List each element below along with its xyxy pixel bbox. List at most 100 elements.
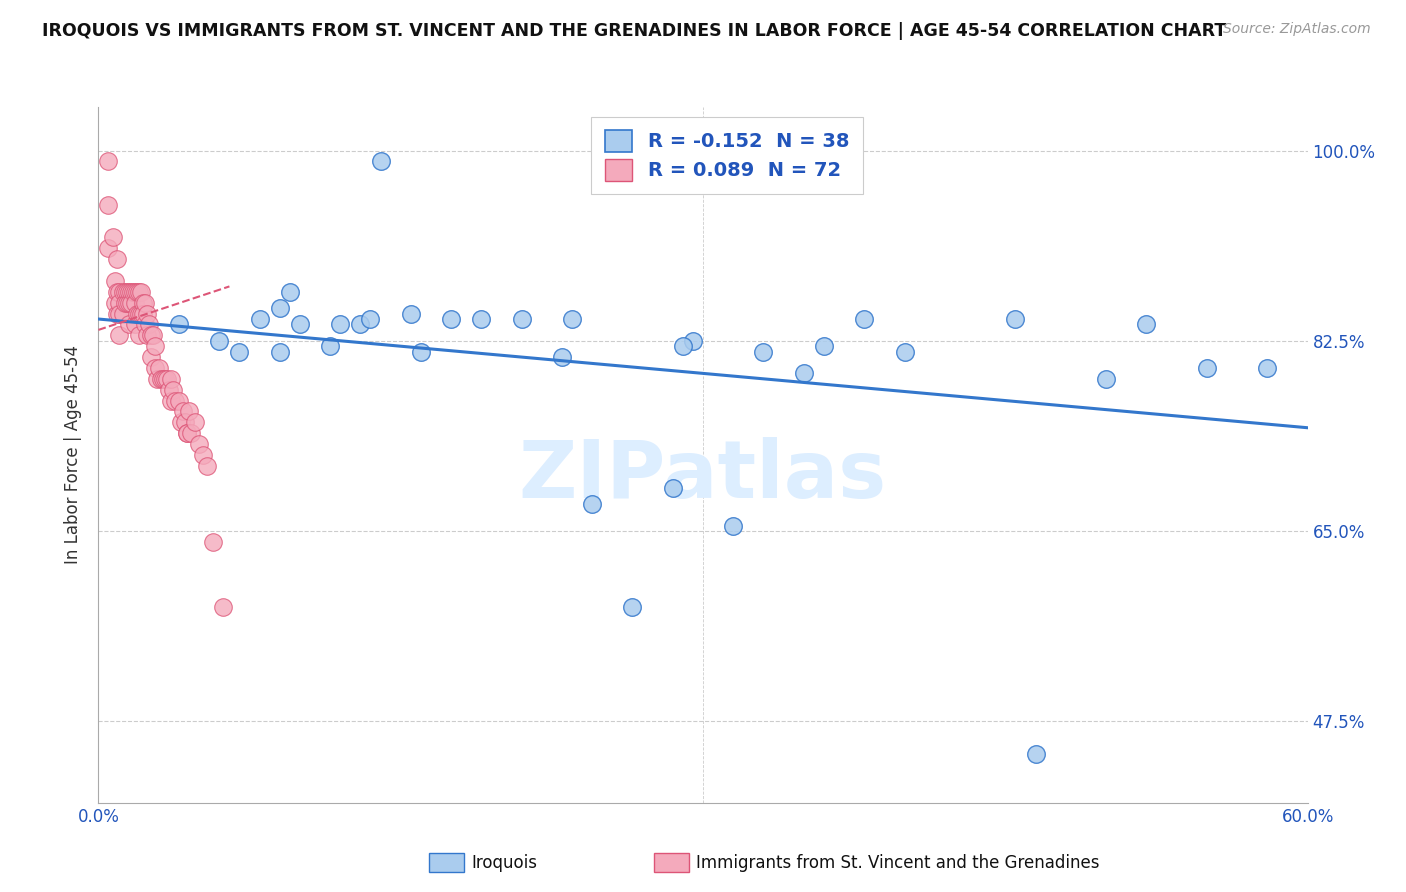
Point [752,344,775,359]
Text: ZIPatlas: ZIPatlas [519,437,887,515]
Point [107,285,129,299]
Point [97,241,120,255]
Point [672,339,695,353]
Point [208,334,231,348]
Point [176,426,198,441]
Point [157,383,180,397]
Point [662,481,685,495]
Point [105,285,128,299]
Point [551,350,574,364]
Point [124,295,146,310]
Point [146,372,169,386]
Point [125,285,148,299]
Point [97,198,120,212]
Point [1195,361,1218,376]
Point [172,404,194,418]
Point [399,307,422,321]
Point [621,600,644,615]
Point [167,318,190,332]
Point [120,285,142,299]
Point [893,344,915,359]
Point [128,285,150,299]
Point [132,307,155,321]
Text: Source: ZipAtlas.com: Source: ZipAtlas.com [1223,22,1371,37]
Point [139,328,162,343]
Point [152,372,174,386]
Point [1256,361,1278,376]
Point [115,295,138,310]
Point [160,372,183,386]
Point [118,285,141,299]
Point [793,367,815,381]
Point [288,318,311,332]
Point [128,307,150,321]
Point [162,383,184,397]
Point [176,426,198,441]
Point [269,301,291,315]
Point [813,339,835,353]
Point [193,448,215,462]
Point [195,458,218,473]
Point [723,518,745,533]
Point [249,312,271,326]
Point [118,295,141,310]
Point [440,312,463,326]
Point [103,295,125,310]
Point [120,295,142,310]
Point [124,285,146,299]
Point [228,344,250,359]
Point [153,372,176,386]
Point [561,312,583,326]
Point [510,312,533,326]
Point [129,285,152,299]
Point [103,274,125,288]
Point [1135,318,1157,332]
Point [682,334,704,348]
Point [128,328,150,343]
Point [114,295,136,310]
Point [139,350,162,364]
Point [142,328,165,343]
Point [853,312,876,326]
Point [409,344,432,359]
Point [101,230,124,244]
Point [134,295,156,310]
Point [370,154,392,169]
Point [105,307,128,321]
Legend: R = -0.152  N = 38, R = 0.089  N = 72: R = -0.152 N = 38, R = 0.089 N = 72 [592,117,863,194]
Point [107,307,129,321]
Point [470,312,492,326]
Point [107,328,129,343]
Point [143,361,166,376]
Point [174,415,197,429]
Point [1025,747,1047,761]
Point [156,372,179,386]
Point [329,318,352,332]
Point [360,312,382,326]
Point [167,393,190,408]
Point [143,339,166,353]
Point [1095,372,1118,386]
Point [581,497,603,511]
Point [132,295,155,310]
Point [163,393,186,408]
Point [135,328,157,343]
Point [149,372,172,386]
Point [115,285,138,299]
Point [148,361,170,376]
Point [107,295,129,310]
Point [179,404,201,418]
Point [319,339,342,353]
Text: Iroquois: Iroquois [471,854,537,871]
Point [160,393,183,408]
Point [111,307,134,321]
Point [135,307,157,321]
Point [124,318,146,332]
Point [692,154,714,169]
Point [269,344,291,359]
Point [170,415,193,429]
Point [111,285,134,299]
Point [134,318,156,332]
Text: IROQUOIS VS IMMIGRANTS FROM ST. VINCENT AND THE GRENADINES IN LABOR FORCE | AGE : IROQUOIS VS IMMIGRANTS FROM ST. VINCENT … [42,22,1226,40]
Point [105,252,128,267]
